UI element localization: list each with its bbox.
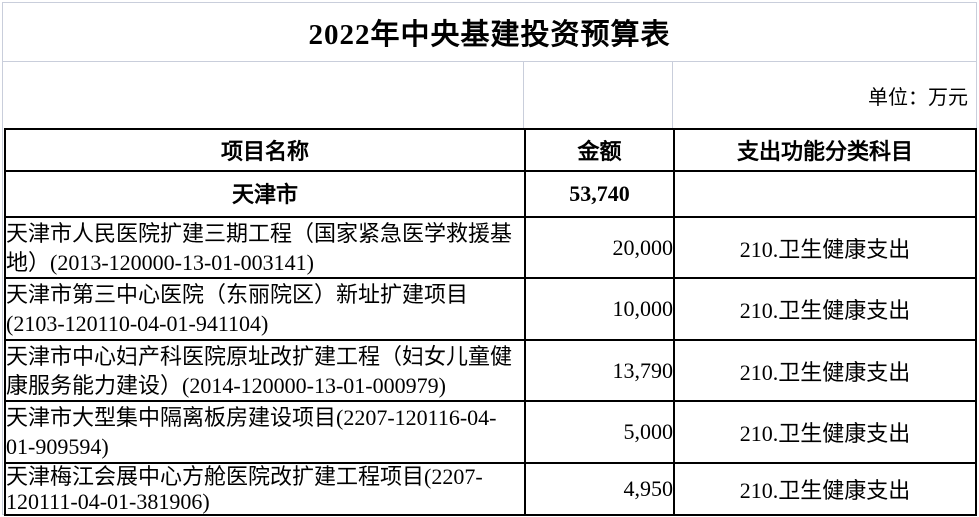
unit-band-cell-right: 单位：万元: [672, 62, 976, 128]
cell-category: 210.卫生健康支出: [673, 339, 977, 402]
unit-band-cell-left: [3, 62, 523, 128]
table-row: 天津市人民医院扩建三期工程（国家紧急医学救援基地）(2013-120000-13…: [4, 216, 977, 279]
column-header-project-name: 项目名称: [4, 128, 526, 172]
cell-category: 210.卫生健康支出: [673, 462, 977, 516]
title-band: 2022年中央基建投资预算表: [3, 3, 976, 62]
cell-category: 210.卫生健康支出: [673, 277, 977, 341]
cell-amount: 4,950: [524, 462, 675, 516]
table-row: 天津市中心妇产科医院原址改扩建工程（妇女儿童健康服务能力建设）(2014-120…: [4, 339, 977, 402]
unit-band: 单位：万元: [3, 62, 976, 128]
cell-project-name: 天津市人民医院扩建三期工程（国家紧急医学救援基地）(2013-120000-13…: [4, 216, 526, 279]
summary-row-tianjin: 天津市 53,740: [4, 170, 977, 218]
table-header-row: 项目名称 金额 支出功能分类科目: [4, 128, 977, 172]
cell-project-name: 天津市中心妇产科医院原址改扩建工程（妇女儿童健康服务能力建设）(2014-120…: [4, 339, 526, 402]
column-header-amount: 金额: [524, 128, 675, 172]
cell-category: 210.卫生健康支出: [673, 216, 977, 279]
cell-project-name: 天津市: [4, 170, 526, 218]
cell-amount: 5,000: [524, 400, 675, 464]
budget-table: 项目名称 金额 支出功能分类科目 天津市 53,740 天津市人民医院扩建三期工…: [4, 128, 977, 516]
unit-label: 单位：万元: [868, 86, 968, 109]
page-title: 2022年中央基建投资预算表: [308, 19, 671, 51]
cell-amount: 53,740: [524, 170, 675, 218]
table-row: 天津梅江会展中心方舱医院改扩建工程项目(2207-120111-04-01-38…: [4, 462, 977, 516]
cell-category: [673, 170, 977, 218]
unit-band-cell-middle: [523, 62, 672, 128]
cell-amount: 20,000: [524, 216, 675, 279]
cell-category: 210.卫生健康支出: [673, 400, 977, 464]
cell-amount: 10,000: [524, 277, 675, 341]
table-row: 天津市大型集中隔离板房建设项目(2207-120116-04-01-909594…: [4, 400, 977, 464]
cell-project-name: 天津梅江会展中心方舱医院改扩建工程项目(2207-120111-04-01-38…: [4, 462, 526, 516]
column-header-category: 支出功能分类科目: [673, 128, 977, 172]
cell-project-name: 天津市大型集中隔离板房建设项目(2207-120116-04-01-909594…: [4, 400, 526, 464]
cell-project-name: 天津市第三中心医院（东丽院区）新址扩建项目(2103-120110-04-01-…: [4, 277, 526, 341]
table-row: 天津市第三中心医院（东丽院区）新址扩建项目(2103-120110-04-01-…: [4, 277, 977, 341]
cell-amount: 13,790: [524, 339, 675, 402]
